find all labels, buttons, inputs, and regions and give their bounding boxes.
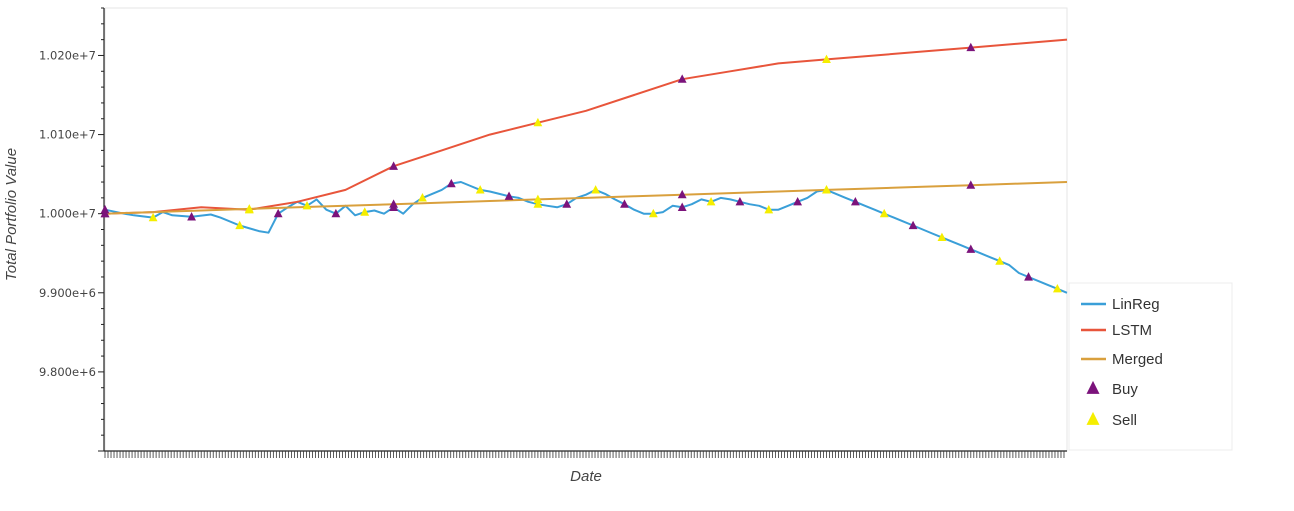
legend-label-merged: Merged: [1112, 351, 1163, 368]
legend-swatch-buy: [1086, 380, 1100, 394]
series-line-merged: [104, 181, 1068, 215]
sell-marker: [937, 232, 947, 242]
buy-marker: [504, 191, 514, 200]
buy-marker: [850, 197, 860, 206]
sell-marker: [418, 193, 427, 202]
buy-marker: [100, 208, 110, 218]
buy-marker: [966, 180, 976, 189]
sell-marker: [822, 54, 831, 64]
y-tick-label: 1.020e+7: [39, 48, 96, 62]
legend-label-lstm: LSTM: [1112, 322, 1152, 339]
sell-marker: [244, 204, 254, 213]
sell-marker: [648, 208, 658, 218]
buy-marker: [677, 189, 687, 199]
buy-marker: [389, 161, 398, 170]
series-line-linreg: [104, 181, 1068, 294]
buy-marker: [389, 199, 398, 208]
sell-marker: [764, 204, 774, 214]
series-line-lstm: [104, 38, 1068, 215]
buy-marker: [735, 197, 745, 206]
trade-markers: [100, 42, 1062, 293]
buy-marker: [446, 178, 456, 188]
sell-marker: [533, 194, 543, 204]
x-axis: [104, 450, 1067, 458]
sell-marker: [475, 185, 485, 194]
legend-label-linreg: LinReg: [1112, 296, 1160, 313]
legend-label-sell: Sell: [1112, 412, 1137, 429]
sell-marker: [995, 256, 1005, 265]
y-tick-label: 9.900e+6: [39, 286, 96, 300]
buy-marker: [1024, 272, 1033, 281]
buy-marker: [793, 197, 803, 206]
buy-marker: [966, 42, 976, 52]
y-axis: 9.800e+6 9.900e+6 1.000e+7 1.010e+7 1.020e+7: [39, 7, 105, 452]
sell-marker: [533, 199, 543, 208]
buy-marker: [331, 208, 341, 218]
y-tick-label: 1.000e+7: [39, 207, 96, 221]
y-tick-label: 9.800e+6: [39, 365, 96, 379]
sell-marker: [706, 197, 716, 206]
sell-marker: [360, 207, 370, 216]
y-tick-label: 1.010e+7: [39, 128, 96, 142]
sell-marker: [235, 220, 245, 230]
buy-marker: [273, 208, 283, 218]
legend-label-buy: Buy: [1112, 381, 1138, 398]
buy-marker: [677, 202, 687, 211]
sell-marker: [879, 208, 889, 218]
legend-swatch-sell: [1086, 411, 1100, 425]
sell-marker: [1052, 284, 1062, 293]
sell-marker: [591, 185, 601, 194]
sell-marker: [533, 117, 543, 127]
y-axis-title: Total Portfolio Value: [3, 148, 20, 281]
buy-marker: [187, 212, 196, 221]
sell-marker: [822, 185, 831, 194]
buy-marker: [966, 244, 976, 253]
buy-marker: [908, 220, 918, 230]
legend: LinReg LSTM Merged Buy Sell: [1068, 282, 1233, 451]
buy-marker: [677, 74, 687, 83]
sell-marker: [148, 212, 158, 222]
buy-marker: [620, 199, 629, 208]
x-axis-title: Date: [570, 468, 602, 485]
buy-marker: [562, 199, 572, 208]
sell-marker: [302, 200, 312, 210]
plot-area: [104, 7, 1068, 452]
series-lines: [104, 38, 1068, 294]
